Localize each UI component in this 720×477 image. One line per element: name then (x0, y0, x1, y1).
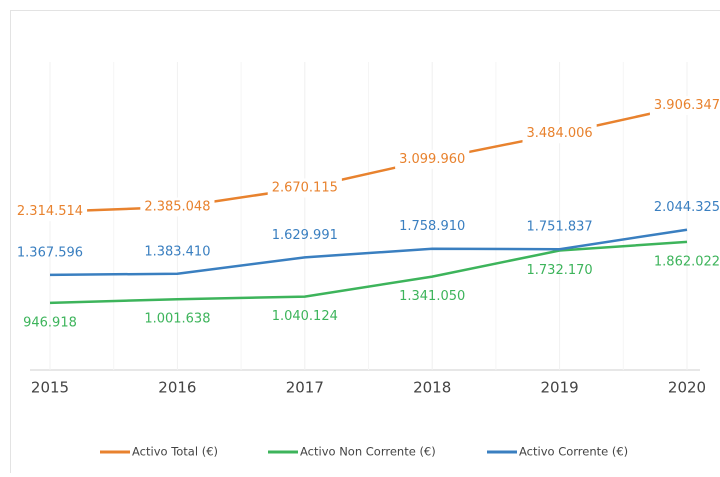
legend-label: Activo Total (€) (132, 445, 218, 459)
data-label: 1.383.410 (144, 244, 210, 259)
data-label: 3.906.347 (654, 98, 720, 113)
data-label: 1.040.124 (272, 309, 338, 324)
x-tick-label: 2019 (541, 379, 579, 397)
data-label: 1.732.170 (527, 263, 593, 278)
data-label: 1.341.050 (399, 289, 465, 304)
data-label-group: 946.918 (23, 315, 77, 330)
data-label: 1.862.022 (654, 254, 720, 269)
data-label-group: 1.862.022 (654, 254, 720, 269)
data-label-group: 1.732.170 (527, 263, 593, 278)
x-tick-label: 2018 (413, 379, 451, 397)
data-label: 1.367.596 (17, 245, 83, 260)
data-label-group: 3.099.960 (395, 150, 469, 169)
data-label: 1.751.837 (527, 220, 593, 235)
data-label: 1.629.991 (272, 228, 338, 243)
data-label: 3.484.006 (527, 126, 593, 141)
data-label-group: 1.383.410 (144, 244, 210, 259)
data-label-group: 2.670.115 (268, 178, 342, 197)
data-label-group: 1.040.124 (272, 309, 338, 324)
x-tick-label: 2015 (31, 379, 69, 397)
legend-label: Activo Non Corrente (€) (300, 445, 436, 459)
data-label-group: 3.906.347 (650, 96, 720, 115)
data-label: 1.758.910 (399, 219, 465, 234)
data-label: 2.314.514 (17, 204, 83, 219)
data-label-group: 2.044.325 (654, 200, 720, 215)
x-tick-label: 2017 (286, 379, 324, 397)
data-label: 1.001.638 (144, 312, 210, 327)
legend-label: Activo Corrente (€) (519, 445, 628, 459)
data-label: 2.044.325 (654, 200, 720, 215)
data-label-group: 1.341.050 (399, 289, 465, 304)
data-label-group: 2.385.048 (140, 197, 214, 216)
data-label: 2.670.115 (272, 180, 338, 195)
data-label: 946.918 (23, 315, 77, 330)
data-label-group: 1.629.991 (272, 228, 338, 243)
x-tick-label: 2020 (668, 379, 706, 397)
data-label: 3.099.960 (399, 152, 465, 167)
data-label-group: 1.758.910 (399, 219, 465, 234)
x-tick-label: 2016 (158, 379, 196, 397)
data-label-group: 1.367.596 (17, 245, 83, 260)
data-label-group: 3.484.006 (523, 124, 597, 143)
data-label-group: 2.314.514 (13, 202, 87, 221)
data-label: 2.385.048 (144, 199, 210, 214)
data-label-group: 1.001.638 (144, 312, 210, 327)
data-label-group: 1.751.837 (527, 220, 593, 235)
